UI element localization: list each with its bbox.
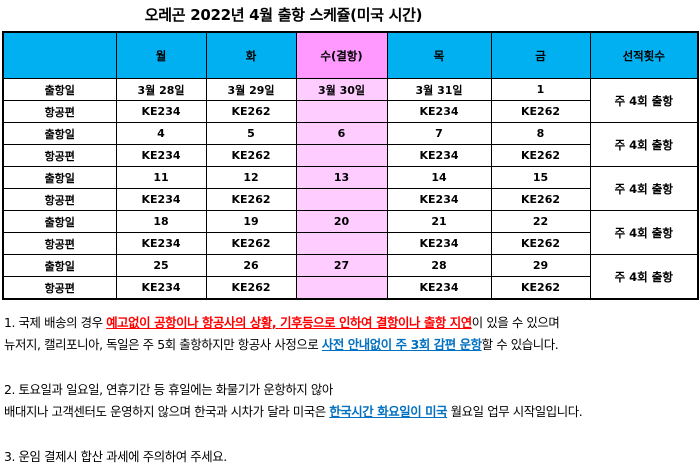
header-blank [2, 31, 117, 79]
row-label: 출항일 [2, 122, 117, 145]
departure-row: 출항일 4 5 6 7 8 주 4회 출항 [2, 122, 699, 167]
flight-cell: KE262 [490, 188, 591, 211]
row-label: 출항일 [2, 254, 117, 277]
page-title: 오레곤 2022년 4월 출항 스케쥴(미국 시간) [144, 6, 423, 24]
flight-cell: KE234 [115, 144, 207, 167]
flight-cell: KE262 [490, 232, 591, 255]
date-cell: 3월 28일 [115, 78, 207, 101]
shipment-count-cell: 주 4회 출항 [589, 122, 699, 167]
date-cell: 3월 30일 [295, 78, 388, 101]
flight-cell [295, 232, 388, 255]
flight-cell: KE262 [205, 276, 297, 300]
flight-cell: KE234 [386, 100, 492, 123]
row-label: 항공편 [2, 144, 117, 167]
date-cell: 11 [115, 166, 207, 189]
date-cell: 25 [115, 254, 207, 277]
row-label: 항공편 [2, 100, 117, 123]
date-cell: 28 [386, 254, 492, 277]
date-cell: 21 [386, 210, 492, 233]
shipment-count-cell: 주 4회 출항 [589, 210, 699, 255]
date-cell: 15 [490, 166, 591, 189]
header-thursday: 목 [386, 31, 492, 79]
date-cell: 19 [205, 210, 297, 233]
date-cell: 3월 31일 [386, 78, 492, 101]
header-tuesday: 화 [205, 31, 297, 79]
flight-cell: KE262 [205, 100, 297, 123]
departure-row: 출항일 11 12 13 14 15 주 4회 출항 [2, 166, 699, 211]
flight-row: 항공편 KE234 KE262 KE234 KE262 [2, 232, 698, 255]
row-label: 출항일 [2, 78, 117, 101]
flight-cell: KE262 [490, 276, 591, 300]
flight-row: 항공편 KE234 KE262 KE234 KE262 [2, 100, 698, 123]
date-cell: 27 [295, 254, 388, 277]
departure-row: 출항일 25 26 27 28 29 주 4회 출항 [2, 254, 699, 300]
row-label: 항공편 [2, 276, 117, 300]
shipment-count-cell: 주 4회 출항 [589, 254, 699, 300]
date-cell: 18 [115, 210, 207, 233]
date-cell: 12 [205, 166, 297, 189]
header-monday: 월 [115, 31, 207, 79]
date-cell: 7 [386, 122, 492, 145]
date-cell: 1 [490, 78, 591, 101]
note-1-line-1: 1. 국제 배송의 경우 예고없이 공항이나 항공사의 상황, 기후등으로 인하… [4, 315, 560, 330]
timezone-notice: 한국시간 화요일이 미국 [329, 404, 448, 419]
shipment-count-cell: 주 4회 출항 [589, 78, 699, 123]
row-label: 출항일 [2, 210, 117, 233]
date-cell: 22 [490, 210, 591, 233]
flight-cell: KE262 [205, 232, 297, 255]
flight-cell: KE234 [386, 276, 492, 300]
note-1-line-2: 뉴저지, 캘리포니아, 독일은 주 5회 출항하지만 항공사 사정으로 사전 안… [4, 337, 559, 352]
row-label: 항공편 [2, 188, 117, 211]
flight-cell: KE234 [115, 232, 207, 255]
note-3: 3. 운임 결제시 합산 과세에 주의하여 주세요. [4, 449, 227, 464]
header-friday: 금 [490, 31, 591, 79]
table-header-row: 월 화 수(결항) 목 금 선적횟수 [2, 31, 699, 79]
header-shipment-count: 선적횟수 [589, 31, 699, 79]
flight-row: 항공편 KE234 KE262 KE234 KE262 [2, 276, 698, 300]
flight-cell: KE234 [115, 276, 207, 300]
row-label: 항공편 [2, 232, 117, 255]
departure-row: 출항일 18 19 20 21 22 주 4회 출항 [2, 210, 699, 255]
date-cell: 29 [490, 254, 591, 277]
reduced-flights-notice: 사전 안내없이 주 3회 감편 운항 [321, 337, 482, 352]
flight-cell [295, 188, 388, 211]
flight-cell [295, 276, 388, 300]
date-cell: 13 [295, 166, 388, 189]
flight-cell: KE262 [205, 188, 297, 211]
notes: 1. 국제 배송의 경우 예고없이 공항이나 항공사의 상황, 기후등으로 인하… [4, 312, 696, 468]
date-cell: 14 [386, 166, 492, 189]
departure-row: 출항일 3월 28일 3월 29일 3월 30일 3월 31일 1 주 4회 출항 [2, 78, 699, 123]
flight-cell: KE234 [386, 144, 492, 167]
flight-cell: KE262 [205, 144, 297, 167]
flight-cell: KE234 [386, 232, 492, 255]
date-cell: 5 [205, 122, 297, 145]
date-cell: 4 [115, 122, 207, 145]
date-cell: 3월 29일 [205, 78, 297, 101]
flight-cell: KE262 [490, 100, 591, 123]
date-cell: 6 [295, 122, 388, 145]
note-2-line-2: 배대지나 고객센터도 운영하지 않으며 한국과 시차가 달라 미국은 한국시간 … [4, 404, 583, 419]
date-cell: 26 [205, 254, 297, 277]
flight-cell: KE234 [115, 100, 207, 123]
date-cell: 20 [295, 210, 388, 233]
shipment-count-cell: 주 4회 출항 [589, 166, 699, 211]
date-cell: 8 [490, 122, 591, 145]
flight-cell [295, 100, 388, 123]
flight-row: 항공편 KE234 KE262 KE234 KE262 [2, 188, 698, 211]
flight-cell: KE234 [386, 188, 492, 211]
flight-cell: KE234 [115, 188, 207, 211]
delay-warning: 예고없이 공항이나 항공사의 상황, 기후등으로 인하여 결항이나 출항 지연 [106, 315, 472, 330]
schedule-table: 월 화 수(결항) 목 금 선적횟수 출항일 3월 28일 3월 29일 3월 30일… [2, 31, 699, 300]
flight-cell: KE262 [490, 144, 591, 167]
note-2-line-1: 2. 토요일과 일요일, 연휴기간 등 휴일에는 화물기가 운항하지 않아 [4, 382, 333, 397]
header-wednesday: 수(결항) [295, 31, 388, 79]
flight-cell [295, 144, 388, 167]
row-label: 출항일 [2, 166, 117, 189]
